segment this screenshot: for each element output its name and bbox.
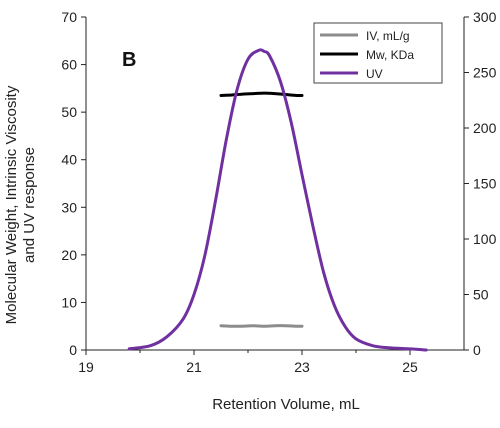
y-tick-label: 40 [61, 152, 77, 168]
y2-tick-label: 250 [473, 65, 497, 81]
series-layer [127, 48, 428, 352]
x-tick-label: 25 [402, 359, 418, 375]
y2-tick-label: 150 [473, 176, 497, 192]
x-tick-label: 19 [78, 359, 94, 375]
legend: IV, mL/g Mw, KDa UV [313, 22, 443, 84]
legend-label-mw: Mw, KDa [366, 48, 414, 62]
y-ticks-right: 0 50 100 150 200 250 300 [464, 9, 497, 358]
series-line-iv [219, 324, 304, 328]
y-ticks-left: 0 10 20 30 40 50 60 70 [61, 9, 86, 358]
legend-label-uv: UV [366, 67, 383, 81]
y2-tick-label: 0 [473, 342, 481, 358]
x-ticks: 19 21 23 25 [78, 350, 418, 375]
y-tick-label: 60 [61, 57, 77, 73]
y-tick-label: 0 [69, 342, 77, 358]
y-axis-title-line-1: Molecular Weight, Intrinsic Viscosity [3, 85, 20, 324]
y-tick-label: 10 [61, 294, 77, 310]
x-tick-label: 23 [294, 359, 310, 375]
y-tick-label: 20 [61, 247, 77, 263]
series-line-mw [219, 91, 304, 98]
panel-label: B [122, 49, 136, 71]
x-tick-label: 21 [186, 359, 202, 375]
y-axis-title-line-2: and UV response [21, 147, 38, 263]
y2-tick-label: 100 [473, 231, 497, 247]
y-tick-label: 30 [61, 199, 77, 215]
y-tick-label: 50 [61, 104, 77, 120]
x-axis-title: Retention Volume, mL [212, 396, 360, 413]
y2-tick-label: 300 [473, 9, 497, 25]
y2-tick-label: 50 [473, 287, 489, 303]
legend-label-iv: IV, mL/g [366, 29, 410, 43]
y-tick-label: 70 [61, 9, 77, 25]
series-line-uv [127, 48, 428, 352]
y2-tick-label: 200 [473, 120, 497, 136]
